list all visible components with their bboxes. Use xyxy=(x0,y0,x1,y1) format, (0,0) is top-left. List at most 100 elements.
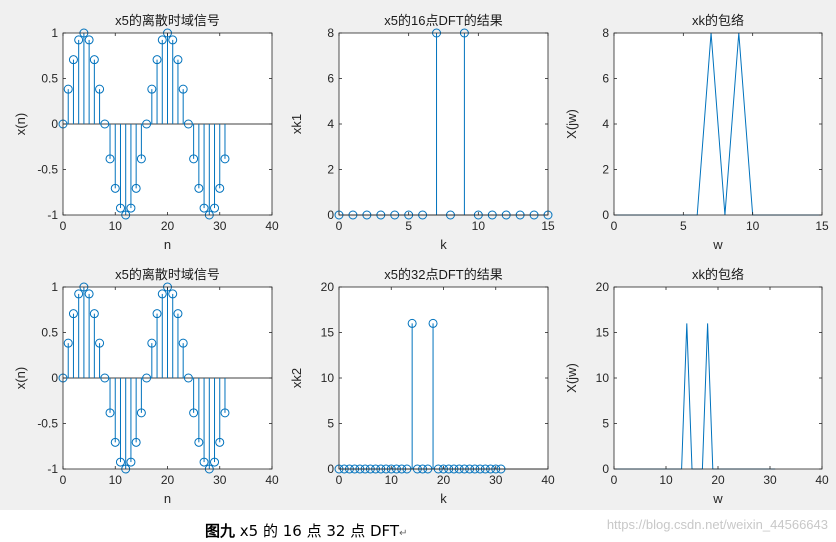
stem-marker xyxy=(131,183,141,193)
stem-marker xyxy=(84,289,94,299)
y-tick-label: 4 xyxy=(602,117,609,131)
stem-marker xyxy=(168,289,178,299)
y-axis-label: X(jw) xyxy=(564,109,579,139)
y-tick-label: 15 xyxy=(596,326,610,340)
y-tick-label: 8 xyxy=(327,26,334,40)
stem-marker xyxy=(95,84,105,94)
subplot-1: 0 10 20 30 40 -1 -0.5 0 0.5 1 x5的离散时域信号 n x(n) xyxy=(13,13,279,252)
stem-marker xyxy=(110,437,120,447)
stem-marker xyxy=(428,318,438,328)
stem-marker xyxy=(136,408,146,418)
caption-row: 图九 x5 的 16 点 32 点 DFT↵ https://blog.csdn… xyxy=(0,512,836,542)
x-tick-label: 20 xyxy=(161,219,175,233)
y-tick-label: 4 xyxy=(327,117,334,131)
figure-caption: 图九 x5 的 16 点 32 点 DFT↵ xyxy=(205,520,407,541)
x-tick-label: 30 xyxy=(213,219,227,233)
stem-marker xyxy=(178,84,188,94)
x-tick-label: 40 xyxy=(265,219,279,233)
x-tick-label: 10 xyxy=(472,219,486,233)
y-tick-label: -0.5 xyxy=(37,163,58,177)
plot-area xyxy=(339,33,548,215)
stem-marker xyxy=(189,408,199,418)
y-axis-label: X(jw) xyxy=(564,363,579,393)
y-axis-label: x(n) xyxy=(13,113,28,135)
caption-text: x5 的 16 点 32 点 DFT xyxy=(239,522,400,540)
x-tick-label: 0 xyxy=(336,219,343,233)
stem-marker xyxy=(126,457,136,467)
stem-marker xyxy=(63,84,73,94)
stem-marker xyxy=(168,35,178,45)
stem-marker xyxy=(126,203,136,213)
stem-marker xyxy=(152,55,162,65)
y-axis-label: xk1 xyxy=(289,114,304,134)
stem-marker xyxy=(194,437,204,447)
y-tick-label: 0 xyxy=(602,462,609,476)
stem-marker xyxy=(215,437,225,447)
y-tick-label: 0 xyxy=(51,117,58,131)
stem-marker xyxy=(100,373,110,383)
subplot-title: x5的离散时域信号 xyxy=(115,13,220,28)
y-axis-label: xk2 xyxy=(289,368,304,388)
stem-marker xyxy=(194,183,204,193)
x-axis-label: k xyxy=(440,491,447,506)
y-tick-label: 10 xyxy=(321,371,335,385)
subplot-5: 0 10 20 30 40 0 5 10 15 20 x5的32点DFT的结果 k xk2 xyxy=(289,267,555,506)
y-axis-label: x(n) xyxy=(13,367,28,389)
stem-marker xyxy=(100,119,110,129)
stem-marker xyxy=(407,318,417,328)
x-axis-label: n xyxy=(164,237,171,252)
x-tick-label: 30 xyxy=(763,473,777,487)
stem-marker xyxy=(142,119,152,129)
y-tick-label: 10 xyxy=(596,371,610,385)
x-tick-label: 40 xyxy=(541,473,555,487)
watermark: https://blog.csdn.net/weixin_44566643 xyxy=(606,517,828,532)
y-tick-label: 6 xyxy=(327,72,334,86)
subplot-title: x5的离散时域信号 xyxy=(115,267,220,282)
x-axis-label: k xyxy=(440,237,447,252)
stem-marker xyxy=(199,457,209,467)
x-tick-label: 20 xyxy=(437,473,451,487)
subplot-title: xk的包络 xyxy=(692,13,744,28)
x-axis-label: w xyxy=(712,237,723,252)
y-tick-label: 0 xyxy=(51,371,58,385)
stem-marker xyxy=(105,408,115,418)
y-tick-label: -0.5 xyxy=(37,417,58,431)
stem-marker xyxy=(142,373,152,383)
x-tick-label: 30 xyxy=(489,473,503,487)
stem-marker xyxy=(157,35,167,45)
subplot-2: 0 5 10 15 0 2 4 6 8 x5的16点DFT的结果 k xk1 xyxy=(289,13,555,252)
y-tick-label: 2 xyxy=(327,163,334,177)
figure-canvas: 0 10 20 30 40 -1 -0.5 0 0.5 1 x5的离散时域信号 n x(n) 0 5 10 15… xyxy=(0,0,836,510)
y-tick-label: 5 xyxy=(327,417,334,431)
x-tick-label: 10 xyxy=(746,219,760,233)
stem-marker xyxy=(89,309,99,319)
x-tick-label: 0 xyxy=(60,219,67,233)
y-tick-label: 0.5 xyxy=(41,72,58,86)
x-tick-label: 10 xyxy=(659,473,673,487)
stem-marker xyxy=(157,289,167,299)
x-tick-label: 40 xyxy=(815,473,829,487)
stem-marker xyxy=(210,457,220,467)
stem-marker xyxy=(215,183,225,193)
y-tick-label: 15 xyxy=(321,326,335,340)
stem-marker xyxy=(152,309,162,319)
stem-marker xyxy=(74,35,84,45)
plot-area xyxy=(339,287,548,469)
stem-marker xyxy=(189,154,199,164)
stem-marker xyxy=(115,457,125,467)
y-tick-label: 1 xyxy=(51,26,58,40)
x-axis-label: w xyxy=(712,491,723,506)
subplot-title: xk的包络 xyxy=(692,267,744,282)
stem-marker xyxy=(147,84,157,94)
subplot-6: 0 10 20 30 40 0 5 10 15 20 xk的包络 w X(jw) xyxy=(564,267,829,506)
x-tick-label: 0 xyxy=(336,473,343,487)
subplot-3: 0 5 10 15 0 2 4 6 8 xk的包络 w X(jw) xyxy=(564,13,829,252)
x-tick-label: 20 xyxy=(711,473,725,487)
y-tick-label: 0 xyxy=(327,462,334,476)
x-tick-label: 15 xyxy=(815,219,829,233)
x-tick-label: 10 xyxy=(385,473,399,487)
x-tick-label: 5 xyxy=(405,219,412,233)
stem-marker xyxy=(173,55,183,65)
caption-label: 图九 xyxy=(205,522,236,540)
x-tick-label: 30 xyxy=(213,473,227,487)
